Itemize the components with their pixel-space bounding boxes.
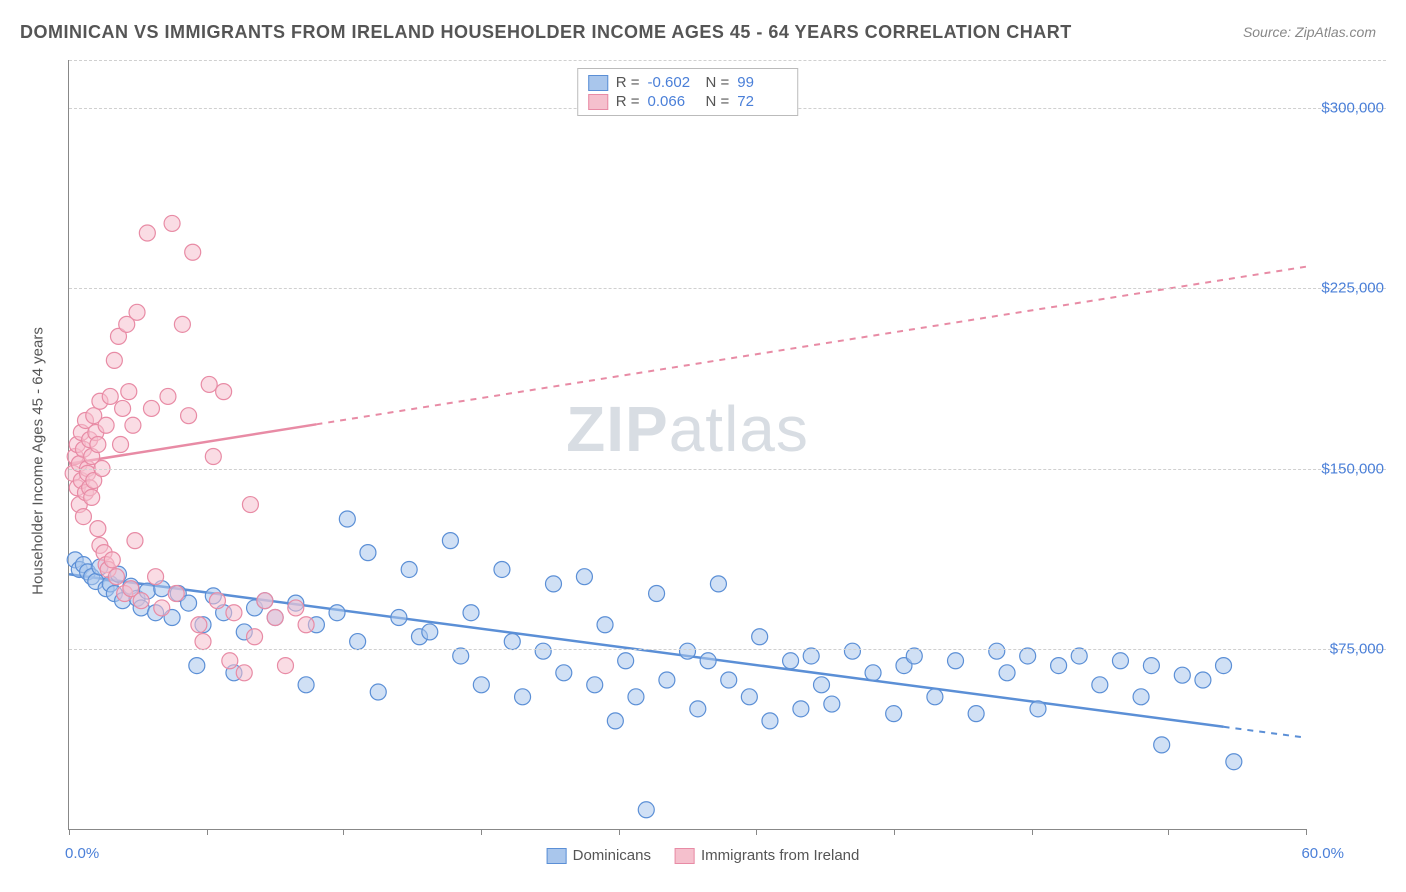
y-tick-label: $225,000 [1309,280,1384,297]
r-value-dominicans: -0.602 [648,74,698,91]
stats-legend: R = -0.602 N = 99 R = 0.066 N = 72 [577,68,799,116]
swatch-dominicans [588,75,608,91]
y-tick-label: $300,000 [1309,100,1384,117]
plot-area: ZIPatlas R = -0.602 N = 99 R = 0.066 N =… [68,60,1306,830]
scatter-svg [69,60,1306,829]
bottom-legend: Dominicans Immigrants from Ireland [547,847,860,864]
r-label: R = [616,74,640,91]
chart-title: DOMINICAN VS IMMIGRANTS FROM IRELAND HOU… [20,22,1072,43]
n-value-ireland: 72 [737,93,787,110]
x-axis-min-label: 0.0% [65,845,99,862]
legend-item-ireland: Immigrants from Ireland [675,847,859,864]
r-label: R = [616,93,640,110]
n-label: N = [706,74,730,91]
x-axis-max-label: 60.0% [1301,845,1344,862]
legend-swatch-dominicans [547,848,567,864]
source-attribution: Source: ZipAtlas.com [1243,24,1376,40]
r-value-ireland: 0.066 [648,93,698,110]
y-tick-label: $150,000 [1309,460,1384,477]
legend-label-dominicans: Dominicans [573,847,651,864]
stats-row-ireland: R = 0.066 N = 72 [588,92,788,111]
legend-label-ireland: Immigrants from Ireland [701,847,859,864]
n-label: N = [706,93,730,110]
stats-row-dominicans: R = -0.602 N = 99 [588,73,788,92]
n-value-dominicans: 99 [737,74,787,91]
legend-swatch-ireland [675,848,695,864]
chart-container: Householder Income Ages 45 - 64 years ZI… [20,50,1386,872]
y-tick-label: $75,000 [1309,640,1384,657]
y-axis-label: Householder Income Ages 45 - 64 years [30,327,47,595]
legend-item-dominicans: Dominicans [547,847,651,864]
swatch-ireland [588,94,608,110]
